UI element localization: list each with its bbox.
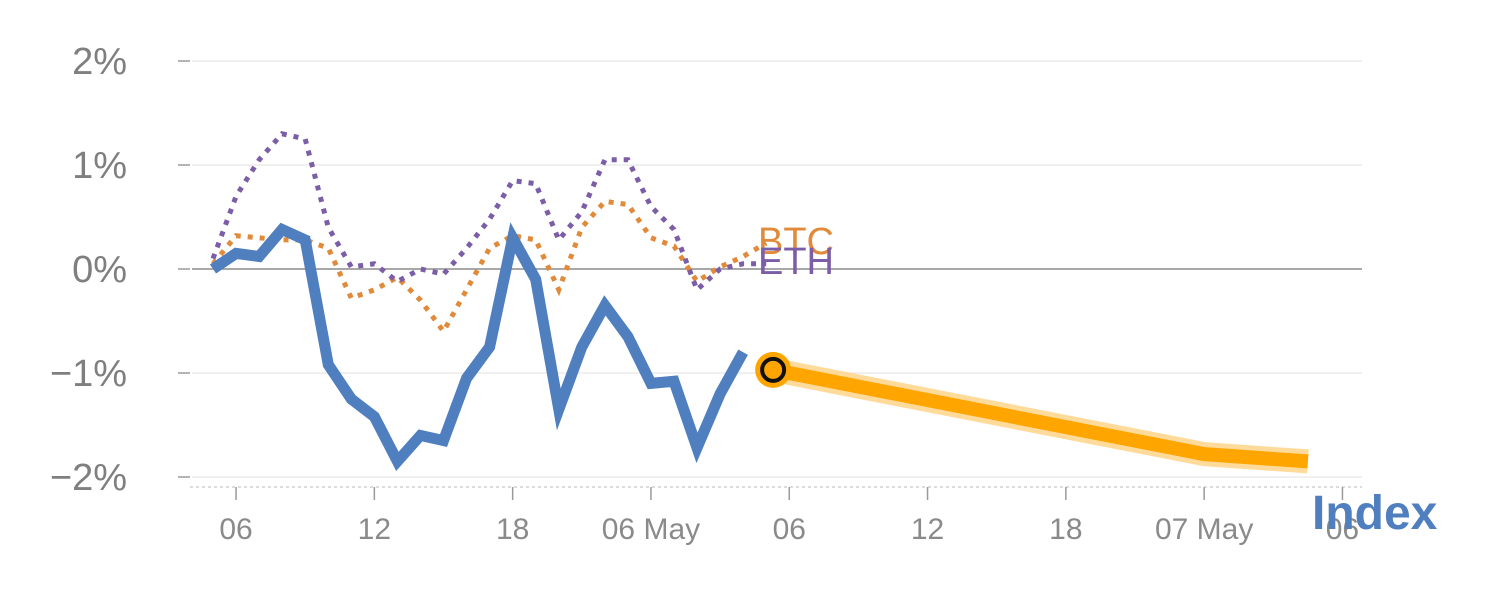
label-layer: BTC ETH Index <box>758 221 1438 540</box>
grid-layer <box>192 60 1362 478</box>
btc-series-label: BTC <box>758 221 834 263</box>
y-tick-label: 1% <box>72 145 127 187</box>
x-tick-label: 06 <box>219 513 252 546</box>
x-tick-label: 06 <box>773 513 806 546</box>
x-tick-label: 06 May <box>602 513 700 546</box>
axis-layer: 2% 1% 0% −1% −2% 06 12 18 06 May 06 12 18 07 May 06 <box>50 41 1362 546</box>
y-tick-label: −1% <box>50 353 127 395</box>
x-tick-label: 12 <box>358 513 391 546</box>
end-marker-point <box>760 356 787 383</box>
eth-line <box>210 131 767 295</box>
y-tick-label: −2% <box>50 457 127 499</box>
index-line <box>209 222 748 472</box>
marker-layer <box>755 351 792 388</box>
series-layer <box>209 131 1309 474</box>
btc-line <box>211 198 768 337</box>
x-tick-label: 12 <box>911 513 944 546</box>
y-tick-label: 0% <box>72 249 127 291</box>
y-tick-label: 2% <box>72 41 127 83</box>
x-tick-label: 07 May <box>1155 513 1253 546</box>
index-series-label: Index <box>1312 487 1438 540</box>
x-tick-label: 18 <box>496 513 529 546</box>
eth-series-label: ETH <box>758 241 834 283</box>
forecast-line <box>771 363 1309 469</box>
x-tick-label: 06 <box>1326 513 1359 546</box>
x-tick-label: 18 <box>1049 513 1082 546</box>
